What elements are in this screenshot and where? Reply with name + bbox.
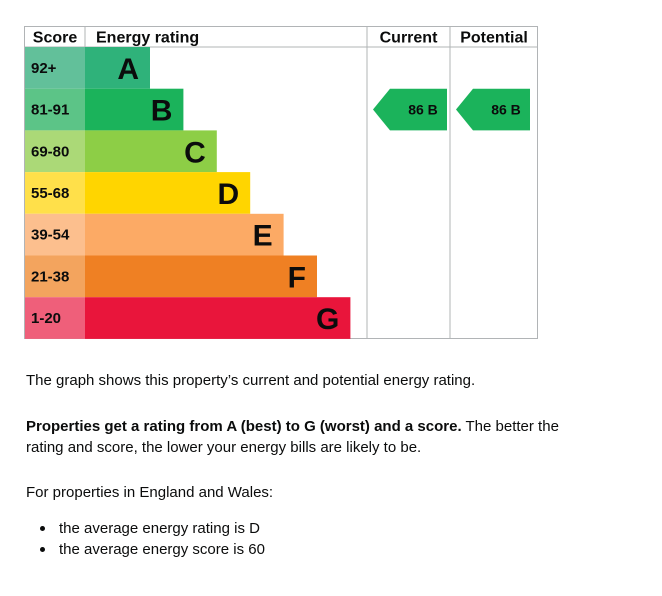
score-range-d: 55-68 (31, 185, 69, 202)
rating-bar-c (85, 130, 217, 173)
rating-bar-e (85, 213, 284, 256)
rating-bar-g (85, 297, 351, 339)
score-range-f: 21-38 (31, 268, 69, 285)
score-range-cell-b (25, 88, 85, 131)
rating-bar-a (85, 47, 150, 89)
energy-rating-chart: Score Energy rating Current Potential 92+ A 81… (24, 26, 538, 339)
rating-bar-d (85, 172, 251, 214)
energy-rating-header: Energy rating (96, 30, 199, 47)
rating-explanation: Properties get a rating from A (best) to… (26, 416, 586, 458)
score-range-cell-g (25, 297, 85, 339)
current-arrow (373, 88, 447, 131)
rating-bar-b (85, 88, 184, 131)
score-range-cell-c (25, 130, 85, 173)
average-score-item: the average energy score is 60 (26, 539, 265, 560)
score-range-cell-f (25, 255, 85, 298)
score-header: Score (33, 30, 78, 47)
potential-rating-label: 86 B (491, 102, 521, 118)
rating-letter-b: B (151, 95, 173, 128)
current-rating-label: 86 B (408, 102, 438, 118)
score-range-cell-e (25, 213, 85, 256)
rating-explanation-bold: Properties get a rating from A (best) to… (26, 418, 462, 435)
average-list: the average energy rating is D the avera… (26, 518, 265, 560)
score-range-cell-d (25, 172, 85, 214)
score-range-g: 1-20 (31, 310, 61, 327)
score-range-a: 92+ (31, 60, 57, 77)
score-range-cell-a (25, 47, 85, 89)
chart-description: The graph shows this property’s current … (26, 372, 476, 389)
score-range-e: 39-54 (31, 227, 70, 244)
rating-letter-f: F (288, 261, 306, 294)
score-range-b: 81-91 (31, 102, 69, 119)
score-range-c: 69-80 (31, 143, 69, 160)
current-header: Current (380, 30, 438, 47)
rating-letter-a: A (117, 53, 139, 86)
potential-header: Potential (460, 30, 528, 47)
rating-letter-e: E (253, 220, 273, 253)
rating-letter-g: G (316, 303, 339, 336)
potential-arrow (456, 88, 530, 131)
rating-explanation-rest: The better the rating and score, the low… (26, 418, 559, 456)
rating-letter-c: C (184, 136, 206, 169)
rating-letter-d: D (218, 178, 240, 211)
rating-bar-f (85, 255, 317, 298)
average-intro: For properties in England and Wales: (26, 484, 274, 501)
average-rating-item: the average energy rating is D (26, 518, 265, 539)
